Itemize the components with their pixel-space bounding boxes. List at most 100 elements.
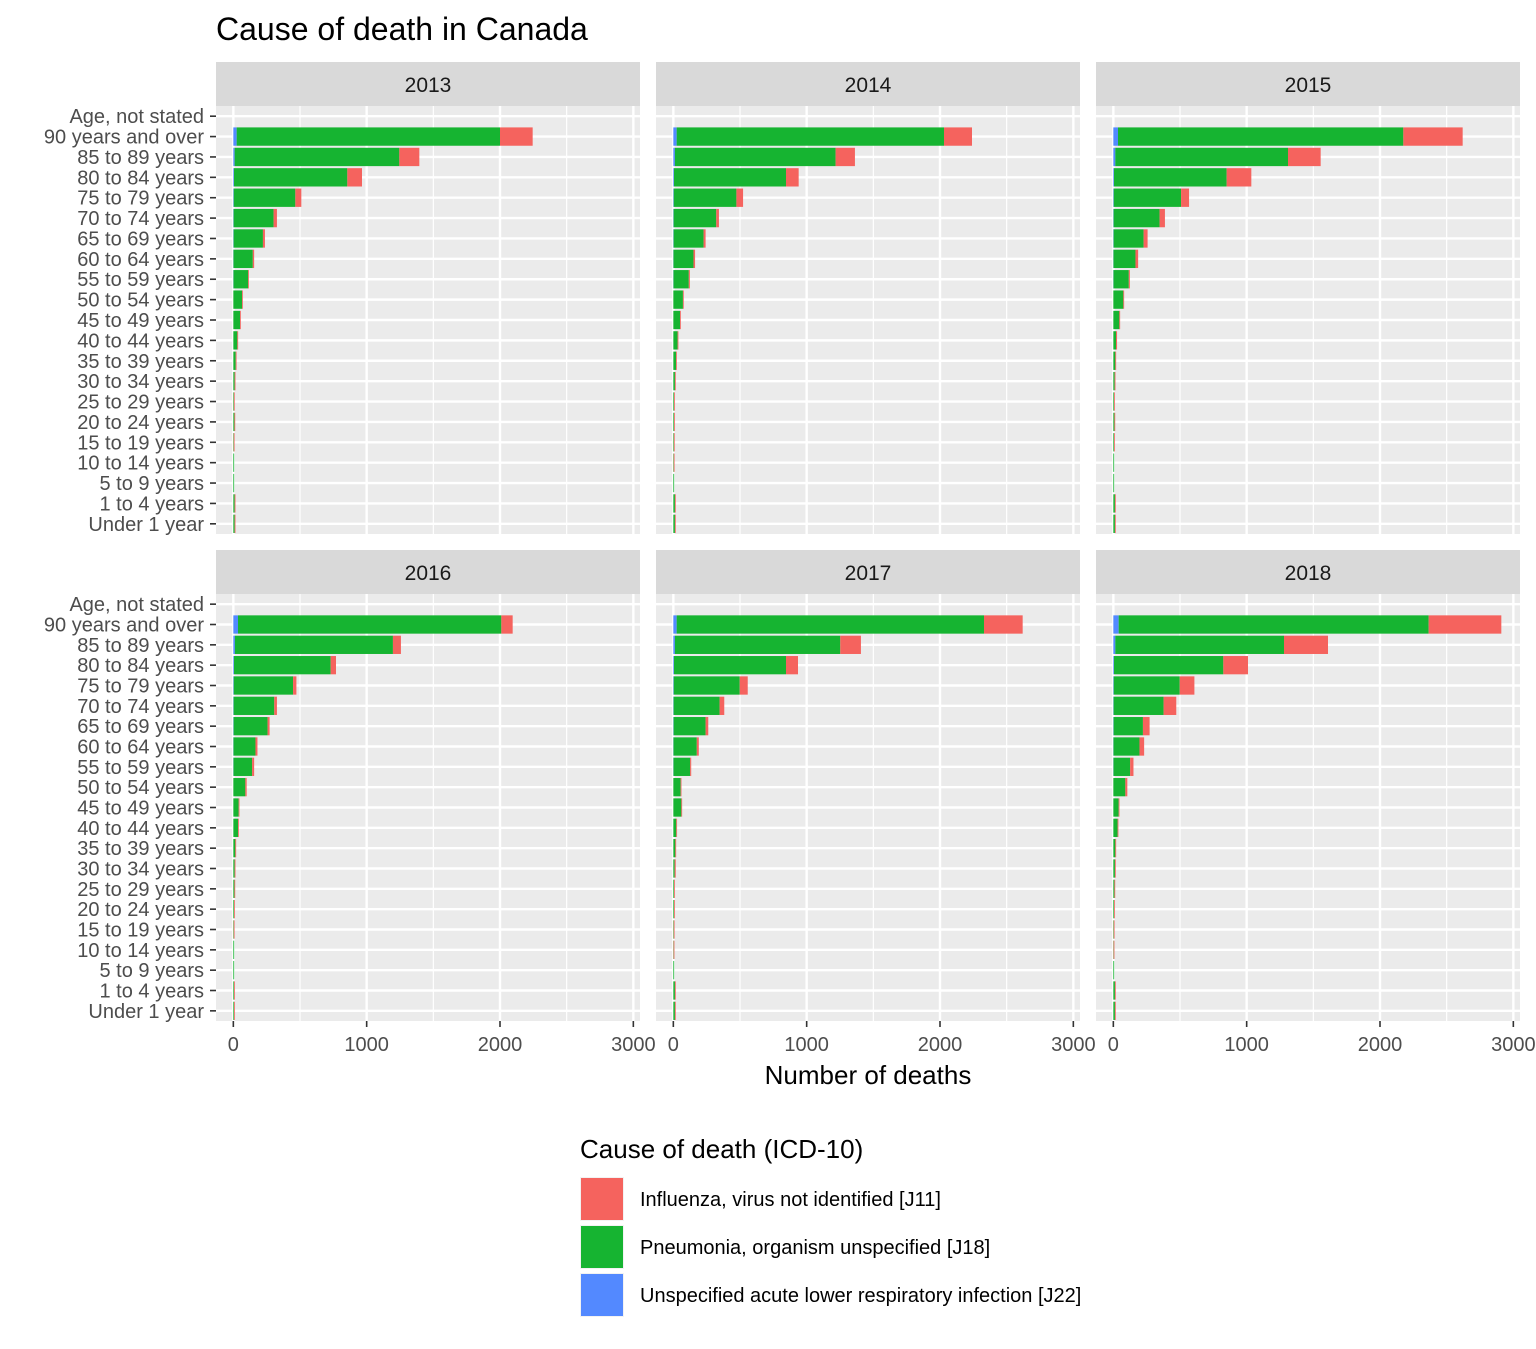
- bar-j11-30-to-34-years: [1114, 371, 1116, 391]
- x-tick-label: 1000: [784, 1034, 829, 1056]
- bar-j22-90-years-and-over: [1113, 615, 1119, 634]
- bar-j18-20-to-24-years: [233, 900, 235, 919]
- bar-j22-85-to-89-years: [233, 635, 235, 654]
- bar-j11-30-to-34-years: [674, 371, 676, 391]
- bar-j18-45-to-49-years: [1113, 798, 1119, 817]
- bar-j18-10-to-14-years: [673, 453, 675, 472]
- bar-j18-15-to-19-years: [673, 433, 675, 452]
- y-tick-label: 20 to 24 years: [77, 412, 204, 434]
- bar-j18-80-to-84-years: [674, 656, 786, 675]
- y-tick-label: 10 to 14 years: [77, 453, 204, 475]
- bar-j18-70-to-74-years: [1113, 696, 1164, 715]
- bar-j18-70-to-74-years: [233, 696, 275, 715]
- bar-j18-5-to-9-years: [1113, 961, 1115, 980]
- bar-j22-85-to-89-years: [1113, 635, 1116, 654]
- bar-j18-70-to-74-years: [1113, 208, 1160, 228]
- legend: Cause of death (ICD-10) Influenza, virus…: [580, 1134, 1081, 1317]
- bar-j11-15-to-19-years: [233, 433, 235, 452]
- bar-j11-70-to-74-years: [719, 696, 725, 715]
- bar-j11-55-to-59-years: [1130, 757, 1134, 776]
- bar-j18-55-to-59-years: [233, 270, 249, 289]
- bar-j11-under-1-year: [1114, 514, 1116, 533]
- y-tick-label: 75 to 79 years: [77, 188, 204, 210]
- bar-j18-50-to-54-years: [673, 778, 681, 797]
- bar-j18-1-to-4-years: [673, 494, 675, 513]
- bar-j18-65-to-69-years: [673, 717, 706, 736]
- bar-j11-65-to-69-years: [703, 229, 706, 248]
- bar-j11-25-to-29-years: [674, 879, 675, 898]
- facet-panel-2018: 2018 0 1000 2000 3000: [1096, 550, 1536, 1056]
- bar-j18-40-to-44-years: [673, 818, 677, 837]
- y-tick-label: 50 to 54 years: [77, 777, 204, 799]
- bar-j18-5-to-9-years: [673, 473, 675, 493]
- bar-j11-15-to-19-years: [1113, 920, 1115, 939]
- bar-j11-10-to-14-years: [1113, 940, 1115, 959]
- bar-j18-55-to-59-years: [673, 757, 691, 776]
- x-tick-label: 3000: [611, 1034, 656, 1056]
- bar-j11-75-to-79-years: [293, 676, 297, 695]
- bar-j18-40-to-44-years: [1113, 818, 1118, 837]
- y-tick-label: 55 to 59 years: [77, 757, 204, 779]
- bar-j11-40-to-44-years: [1117, 818, 1119, 837]
- bar-j11-70-to-74-years: [1159, 208, 1165, 228]
- x-tick-label: 0: [228, 1034, 239, 1056]
- bar-j18-20-to-24-years: [233, 412, 235, 432]
- y-tick-label: 80 to 84 years: [77, 167, 204, 189]
- bar-j11-30-to-34-years: [674, 859, 676, 878]
- y-tick-label: 80 to 84 years: [77, 655, 204, 677]
- bar-j11-80-to-84-years: [330, 656, 336, 675]
- bar-j11-55-to-59-years: [690, 757, 692, 776]
- facet-strip: [1096, 62, 1520, 106]
- bar-j18-60-to-64-years: [673, 249, 694, 269]
- bar-j18-40-to-44-years: [1113, 331, 1116, 350]
- bar-j18-45-to-49-years: [673, 798, 682, 817]
- bar-j11-35-to-39-years: [1115, 351, 1117, 370]
- bar-j18-20-to-24-years: [1113, 412, 1115, 432]
- x-tick-label: 1000: [1224, 1034, 1269, 1056]
- y-tick-label: Age, not stated: [69, 106, 204, 128]
- bar-j11-65-to-69-years: [1142, 717, 1150, 736]
- legend-item-j22: Unspecified acute lower respiratory infe…: [580, 1273, 1081, 1317]
- bar-j11-75-to-79-years: [736, 188, 744, 207]
- bar-j11-85-to-89-years: [840, 635, 861, 654]
- bar-j18-35-to-39-years: [1113, 839, 1116, 858]
- bar-j11-1-to-4-years: [674, 494, 676, 513]
- y-tick-label: 30 to 34 years: [77, 859, 204, 881]
- bar-j18-15-to-19-years: [1113, 433, 1115, 452]
- bar-j11-55-to-59-years: [248, 270, 249, 289]
- bar-j11-90-years-and-over: [501, 615, 513, 634]
- bar-j11-90-years-and-over: [1428, 615, 1502, 634]
- facet-strip-label: 2015: [1285, 74, 1332, 97]
- bar-j11-1-to-4-years: [674, 981, 676, 1000]
- bar-j11-45-to-49-years: [238, 798, 240, 817]
- bar-j18-85-to-89-years: [234, 635, 393, 654]
- bar-j18-30-to-34-years: [233, 859, 235, 878]
- bar-j18-under-1-year: [673, 1001, 675, 1020]
- bar-j18-60-to-64-years: [233, 737, 256, 756]
- bar-j18-15-to-19-years: [673, 920, 675, 939]
- y-tick-label: 50 to 54 years: [77, 290, 204, 312]
- bar-j18-30-to-34-years: [1113, 371, 1115, 391]
- y-tick-label: 35 to 39 years: [77, 351, 204, 373]
- bar-j18-55-to-59-years: [233, 757, 253, 776]
- bar-j11-85-to-89-years: [1284, 635, 1328, 654]
- bar-j18-10-to-14-years: [233, 453, 235, 472]
- y-tick-label: 90 years and over: [44, 615, 204, 637]
- bar-j18-45-to-49-years: [1113, 310, 1120, 330]
- bar-j22-90-years-and-over: [673, 615, 677, 634]
- bar-j18-85-to-89-years: [674, 147, 836, 167]
- bar-j18-25-to-29-years: [673, 879, 675, 898]
- y-tick-label: 65 to 69 years: [77, 716, 204, 738]
- bar-j11-1-to-4-years: [1114, 494, 1116, 513]
- bar-j18-75-to-79-years: [673, 676, 740, 695]
- bar-j18-50-to-54-years: [233, 290, 242, 309]
- facet-strip: [656, 550, 1080, 594]
- x-tick-label: 3000: [1051, 1034, 1096, 1056]
- bar-j11-10-to-14-years: [673, 940, 675, 959]
- bar-j11-35-to-39-years: [676, 351, 677, 370]
- bar-j18-50-to-54-years: [1113, 290, 1124, 309]
- bar-j22-80-to-84-years: [1113, 168, 1115, 187]
- bar-j11-under-1-year: [674, 1001, 676, 1020]
- bar-j11-75-to-79-years: [1181, 188, 1190, 207]
